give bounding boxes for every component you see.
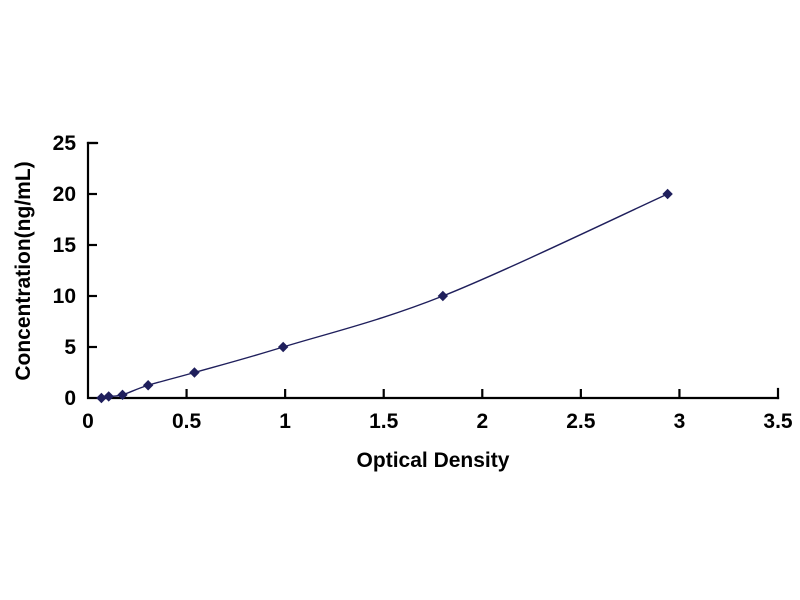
y-tick-label: 20 <box>53 183 76 206</box>
y-tick-label: 0 <box>64 387 76 410</box>
data-point-marker <box>103 391 114 402</box>
data-point-marker <box>437 290 449 302</box>
y-tick-label: 15 <box>53 234 77 257</box>
x-tick-label: 3.5 <box>763 410 793 433</box>
x-tick-label: 1 <box>279 410 291 433</box>
x-axis-title: Optical Density <box>357 449 510 472</box>
x-tick-label: 2 <box>476 410 488 433</box>
x-axis-ticks <box>185 389 681 398</box>
x-tick-label: 0.5 <box>172 410 202 433</box>
data-point-marker <box>277 341 289 353</box>
axis-lines <box>86 141 780 400</box>
x-axis-tick-labels: 0 0.5 1 1.5 2 2.5 3 3.5 <box>82 410 793 433</box>
y-axis-title: Concentration(ng/mL) <box>12 161 35 380</box>
x-tick-label: 2.5 <box>566 410 596 433</box>
x-tick-label: 0 <box>82 410 94 433</box>
data-point-marker <box>189 367 200 378</box>
x-tick-label: 3 <box>674 410 686 433</box>
y-axis-ticks <box>88 141 97 349</box>
data-point-marker <box>142 380 154 391</box>
y-axis-tick-labels: 0 5 10 15 20 25 <box>53 132 77 410</box>
data-point-marker <box>662 188 673 200</box>
y-tick-label: 25 <box>53 132 77 155</box>
x-tick-label: 1.5 <box>369 410 399 433</box>
data-point-marker <box>96 392 107 404</box>
data-point-marker <box>117 389 128 401</box>
y-tick-label: 5 <box>64 336 76 359</box>
data-point-markers <box>96 188 673 404</box>
y-tick-label: 10 <box>53 285 76 308</box>
